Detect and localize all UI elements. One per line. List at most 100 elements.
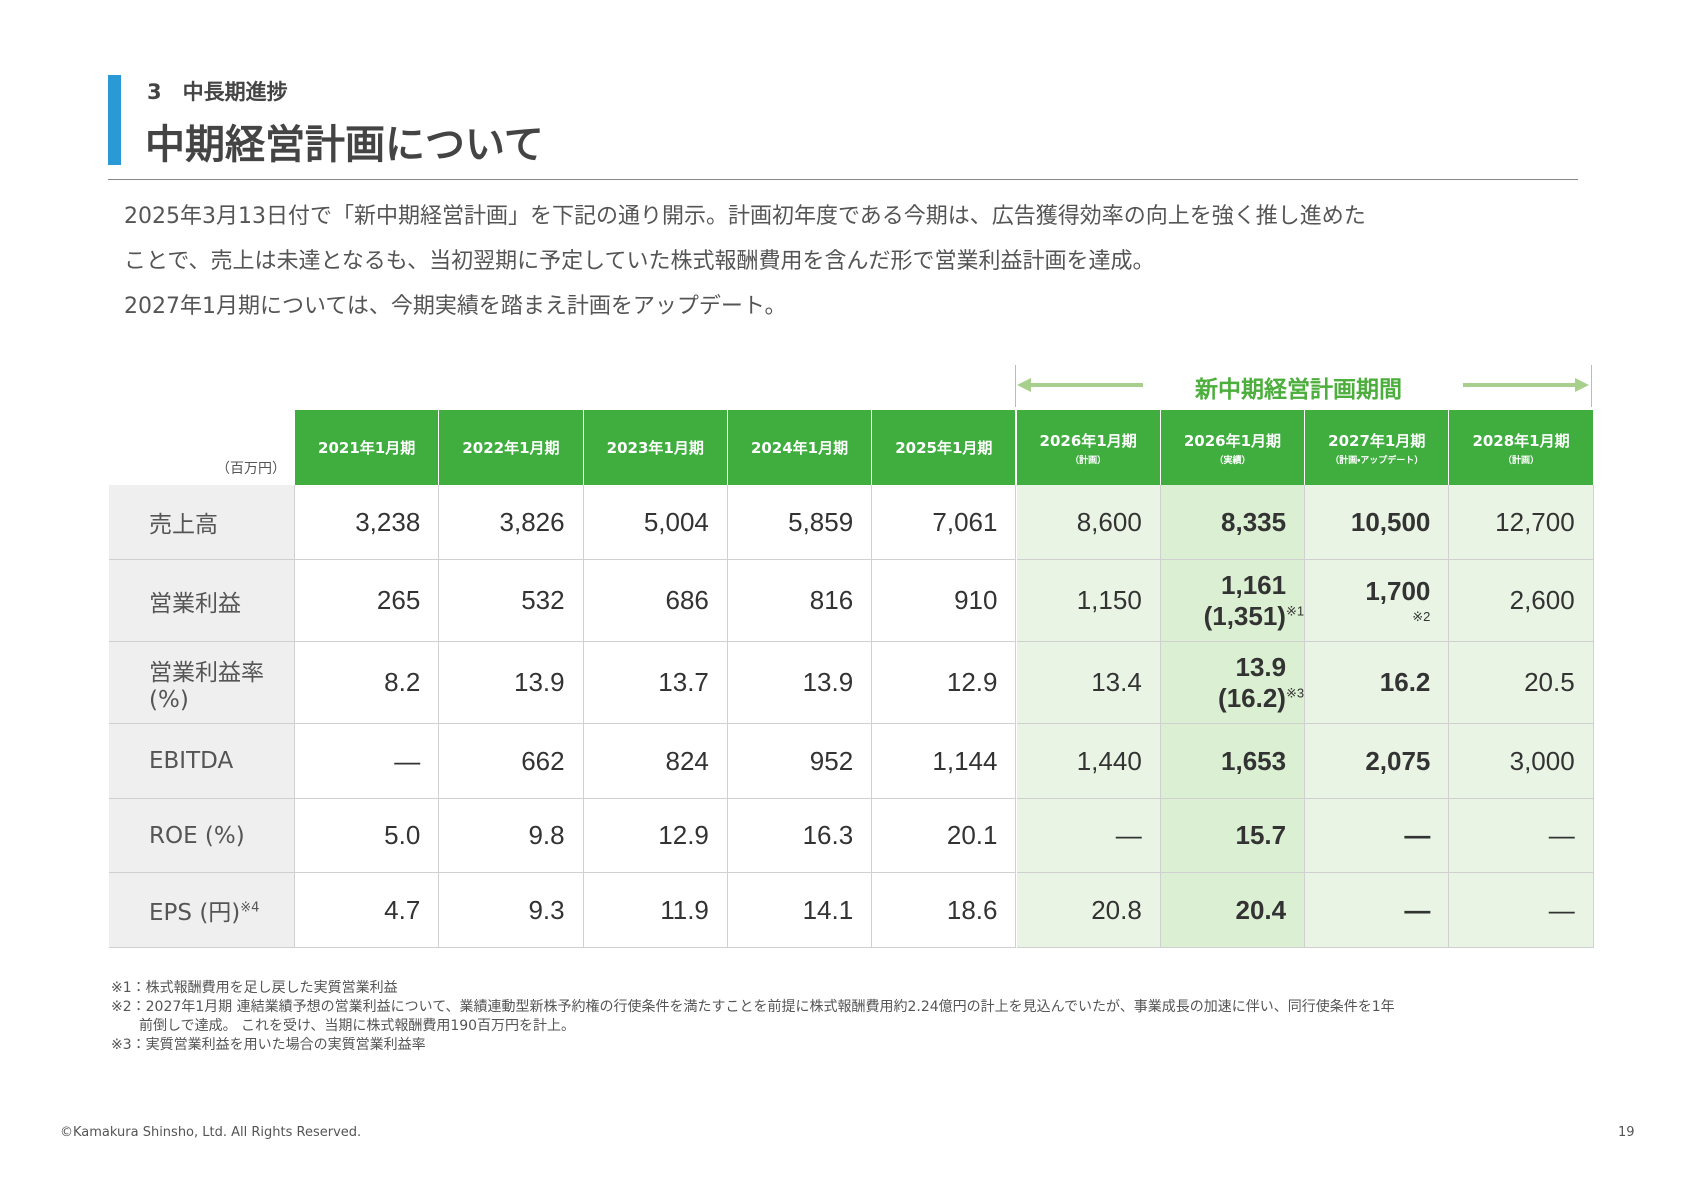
unit-label: （百万円） xyxy=(216,461,286,477)
page-number: 19 xyxy=(1618,1125,1635,1140)
cell-value: 532 xyxy=(521,585,565,615)
cell-value: 686 xyxy=(665,585,709,615)
column-label: 2026年1月期 xyxy=(1039,431,1137,450)
column-label: 2025年1月期 xyxy=(895,439,993,457)
table-cell: 20.8 xyxy=(1016,873,1161,948)
table-cell: 3,000 xyxy=(1449,724,1594,799)
table-cell: 5.0 xyxy=(295,799,440,873)
table-cell: 5,859 xyxy=(727,485,873,560)
table-cell: — xyxy=(1305,873,1450,948)
cell-value: 12,700 xyxy=(1495,506,1575,537)
cell-value: 13.9 xyxy=(1235,651,1287,682)
column-header: 2027年1月期 （計画・アップデート） xyxy=(1305,410,1450,485)
cell-value: — xyxy=(1548,820,1575,850)
cell-value: 20.8 xyxy=(1091,894,1142,925)
table-cell: 12.9 xyxy=(872,642,1017,724)
table-cell: 7,061 xyxy=(872,485,1017,560)
table-cell: 824 xyxy=(583,724,728,799)
footnote: 前倒しで達成。 これを受け、当期に株式報酬費用190百万円を計上。 xyxy=(111,1018,576,1034)
cell-value: 1,144 xyxy=(932,745,998,776)
period-right-bar xyxy=(1591,365,1592,407)
cell-value: 14.1 xyxy=(802,894,854,925)
row-label-text: 営業利益 xyxy=(149,590,241,617)
table-cell: — xyxy=(295,724,440,799)
cell-value: — xyxy=(394,745,421,776)
intro-line: 2025年3月13日付で「新中期経営計画」を下記の通り開示。計画初年度である今期… xyxy=(124,204,1366,229)
cell-value: 13.9 xyxy=(513,667,565,697)
cell-value: 2,600 xyxy=(1509,585,1575,615)
cell-value: 5,859 xyxy=(788,506,854,537)
table-cell: 13.7 xyxy=(583,642,728,724)
cell-value: 9.3 xyxy=(528,894,565,925)
column-header: 2028年1月期 （計画） xyxy=(1449,410,1594,485)
cell-value: 13.9 xyxy=(802,667,854,697)
cell-sub-value: (16.2)※3 xyxy=(1218,682,1305,713)
table-cell: 5,004 xyxy=(583,485,728,560)
cell-value: 5.0 xyxy=(384,820,421,850)
column-note: （計画） xyxy=(1070,455,1107,466)
row-label: EPS (円)※4 xyxy=(109,873,295,948)
cell-value: 662 xyxy=(521,745,565,776)
column-note: （計画・アップデート） xyxy=(1330,455,1424,466)
column-header: 2025年1月期 xyxy=(872,410,1017,485)
cell-value: 7,061 xyxy=(932,506,998,537)
table-cell: 13.9 (16.2)※3 xyxy=(1160,642,1306,724)
cell-value: 18.6 xyxy=(946,894,998,925)
table-cell: 686 xyxy=(583,560,728,642)
cell-value: 3,000 xyxy=(1509,745,1575,776)
row-label: 営業利益率 (%) xyxy=(109,642,295,724)
table-cell: 10,500 xyxy=(1305,485,1450,560)
column-header: 2021年1月期 xyxy=(295,410,440,485)
table-cell: 1,440 xyxy=(1016,724,1161,799)
table-cell: 532 xyxy=(439,560,584,642)
table-cell: 13.9 xyxy=(439,642,584,724)
cell-value: 1,161 xyxy=(1221,569,1287,600)
table-cell: 4.7 xyxy=(295,873,440,948)
table-cell: 20.1 xyxy=(872,799,1017,873)
cell-value: 5,004 xyxy=(643,506,709,537)
table-cell: 8,600 xyxy=(1016,485,1161,560)
table-cell: 11.9 xyxy=(583,873,728,948)
row-label-text: EPS (円)※4 xyxy=(149,900,260,926)
cell-value: 16.3 xyxy=(802,820,854,850)
cell-note: ※3 xyxy=(1285,684,1305,700)
cell-value: 13.7 xyxy=(658,667,709,697)
table-cell: 2,600 xyxy=(1449,560,1594,642)
column-header: 2026年1月期 （計画） xyxy=(1016,410,1161,485)
section-label: 3 中長期進捗 xyxy=(147,80,288,104)
copyright: ©Kamakura Shinsho, Ltd. All Rights Reser… xyxy=(60,1125,362,1140)
table-cell: 16.3 xyxy=(727,799,873,873)
table-cell: 1,700 ※2 xyxy=(1305,560,1450,642)
table-cell: 8,335 xyxy=(1160,485,1306,560)
table-cell: 12,700 xyxy=(1449,485,1594,560)
intro-line: 2027年1月期については、今期実績を踏まえ計画をアップデート。 xyxy=(124,294,787,319)
table-cell: 14.1 xyxy=(727,873,873,948)
row-label-text: EBITDA xyxy=(149,748,234,774)
cell-value: 1,150 xyxy=(1076,585,1142,615)
row-label-note: ※4 xyxy=(240,900,260,916)
table-cell: — xyxy=(1305,799,1450,873)
cell-value: 16.2 xyxy=(1379,667,1431,697)
cell-value: 20.1 xyxy=(946,820,998,850)
table-cell: 9.8 xyxy=(439,799,584,873)
cell-value: 20.5 xyxy=(1524,667,1575,697)
cell-value: 10,500 xyxy=(1350,506,1431,537)
row-label: EBITDA xyxy=(109,724,295,799)
cell-value: 8,600 xyxy=(1076,506,1142,537)
column-label: 2024年1月期 xyxy=(750,439,849,457)
cell-value: 1,440 xyxy=(1076,745,1142,776)
table-cell: 20.5 xyxy=(1449,642,1594,724)
cell-value: 8.2 xyxy=(384,667,421,697)
column-label: 2026年1月期 xyxy=(1183,431,1282,450)
row-label-text: 営業利益率 xyxy=(149,659,264,686)
table-cell: 9.3 xyxy=(439,873,584,948)
footnote: ※3：実質営業利益を用いた場合の実質営業利益率 xyxy=(111,1037,426,1053)
table-cell: 1,161 (1,351)※1 xyxy=(1160,560,1306,642)
column-header: 2026年1月期 （実績） xyxy=(1160,410,1306,485)
table-cell: 1,653 xyxy=(1160,724,1306,799)
cell-value: — xyxy=(1548,894,1575,925)
cell-value: 3,238 xyxy=(355,506,421,537)
slide-title: 中期経営計画について xyxy=(145,122,544,168)
row-label: ROE (%) xyxy=(109,799,295,873)
